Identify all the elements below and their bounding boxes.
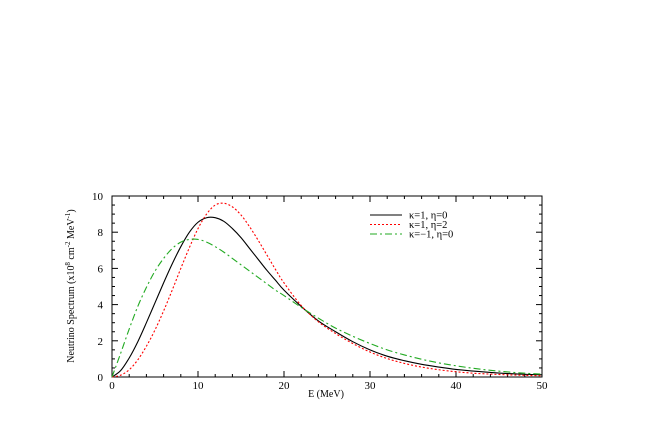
y-axis-title-main: Neutrino Spectrum (x10: [66, 266, 77, 363]
y-tick-label: 8: [98, 227, 104, 239]
y-tick-label: 6: [98, 263, 104, 275]
legend-label-1: κ=1, η=0: [409, 211, 447, 222]
x-tick-label: 30: [365, 380, 377, 392]
y-tick-label: 2: [98, 336, 104, 348]
legend-label-3: κ=−1, η=0: [409, 230, 453, 241]
x-tick-label: 20: [279, 380, 291, 392]
series-layer: [111, 202, 543, 378]
x-axis-ticks: 0 10 20 30 40 50: [109, 196, 548, 392]
x-tick-label: 10: [193, 380, 205, 392]
x-tick-label: 40: [451, 380, 463, 392]
y-tick-label: 0: [98, 372, 104, 384]
y-axis-title-close: ): [66, 209, 77, 212]
x-tick-label: 0: [109, 380, 115, 392]
y-tick-label: 10: [92, 191, 104, 203]
y-axis-title: Neutrino Spectrum (x108 cm-2 MeV-1): [64, 209, 77, 363]
legend-label-2: κ=1, η=2: [409, 220, 447, 231]
legend: κ=1, η=0κ=1, η=2κ=−1, η=0: [370, 211, 453, 241]
y-axis-title-sup3: -1: [64, 212, 72, 218]
y-axis-title-sup1: 8: [64, 262, 72, 266]
y-tick-label: 4: [98, 300, 104, 312]
y-axis-title-sup2: -2: [64, 241, 72, 247]
series-line-3: [111, 238, 543, 378]
y-axis-ticks: 0 2 4 6 8 10: [92, 191, 542, 384]
series-line-1: [111, 216, 543, 378]
series-line-2: [111, 202, 543, 378]
x-axis-title: E (MeV): [308, 389, 344, 400]
y-axis-title-mid: cm: [66, 247, 77, 262]
x-tick-label: 50: [537, 380, 549, 392]
y-axis-title-end: MeV: [66, 218, 77, 242]
